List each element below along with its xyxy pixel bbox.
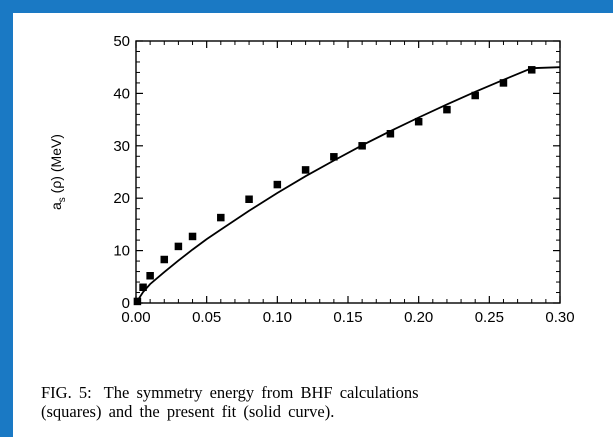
- y-axis-title-subscript: s: [57, 197, 68, 202]
- y-axis-title-rest: (ρ) (MeV): [48, 134, 64, 197]
- caption-text-1: The symmetry energy from BHF calculation…: [103, 383, 419, 402]
- bhf-data-point: [217, 213, 225, 222]
- bhf-data-point: [273, 180, 282, 189]
- x-tick-label: 0.15: [333, 309, 362, 326]
- bhf-data-point: [133, 297, 142, 306]
- x-tick-label: 0.00: [121, 309, 150, 326]
- bhf-data-point: [245, 195, 253, 203]
- bhf-data-point: [188, 232, 197, 241]
- plot-frame: [135, 40, 561, 304]
- bhf-data-point: [527, 66, 536, 74]
- y-tick-label: 40: [113, 85, 130, 102]
- bhf-data-point: [146, 272, 154, 280]
- x-tick-label: 0.05: [192, 309, 221, 326]
- x-tick-label: 0.25: [475, 309, 504, 326]
- x-tick-label: 0.30: [545, 309, 574, 326]
- fit-curve: [136, 66, 560, 303]
- bhf-data-point: [443, 105, 451, 114]
- bhf-data-point: [139, 283, 147, 292]
- x-tick-label: 0.20: [404, 309, 433, 326]
- bhf-data-point: [330, 153, 338, 161]
- bhf-data-point: [358, 142, 366, 150]
- figure-caption: FIG. 5: The symmetry energy from BHF calc…: [41, 383, 613, 421]
- bhf-data-point: [160, 255, 169, 264]
- y-tick-label: 0: [122, 295, 130, 312]
- y-tick-label: 30: [113, 138, 130, 155]
- bhf-data-point: [471, 91, 479, 100]
- bhf-data-point: [174, 242, 183, 251]
- bhf-data-point: [414, 117, 423, 126]
- bhf-data-point: [301, 166, 310, 174]
- y-axis-title-base: a: [48, 202, 64, 210]
- bhf-data-point: [499, 79, 508, 87]
- y-tick-label: 20: [113, 190, 130, 207]
- x-tick-label: 0.10: [263, 309, 292, 326]
- caption-line-2: (squares) and the present fit (solid cur…: [41, 402, 335, 421]
- figure-panel: 0.00 0.05 0.10 0.15 0.20 0.25 0.30 0 10 20 30 40 50 a…: [13, 13, 613, 437]
- y-tick-label: 50: [113, 33, 130, 50]
- bhf-data-point: [386, 129, 395, 138]
- y-axis-title: as (ρ) (MeV): [48, 134, 68, 210]
- caption-line-1: FIG. 5: The symmetry energy from BHF calc…: [41, 383, 613, 402]
- caption-label: FIG. 5:: [41, 383, 92, 402]
- y-tick-label: 10: [113, 243, 130, 260]
- symmetry-energy-chart: 0.00 0.05 0.10 0.15 0.20 0.25 0.30 0 10 20 30 40 50 a…: [48, 33, 575, 326]
